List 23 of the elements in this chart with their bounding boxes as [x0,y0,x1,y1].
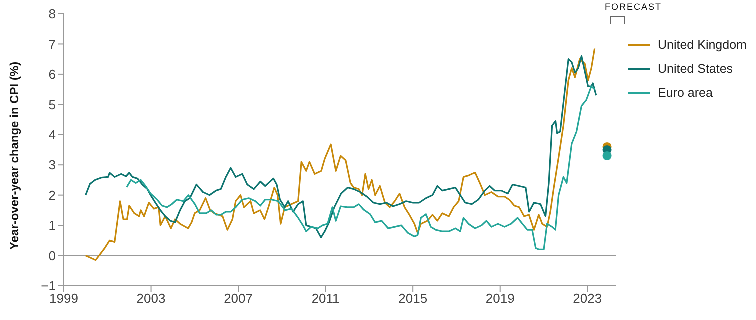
y-tick-label: 2 [48,188,56,203]
x-tick-label: 2003 [136,291,166,306]
y-tick-label: 6 [48,67,56,82]
x-tick-label: 2007 [224,291,254,306]
legend-label: Euro area [658,86,713,100]
x-tick-label: 1999 [50,291,78,306]
y-tick-label: 7 [48,36,56,52]
y-tick-label: 0 [48,248,56,264]
line-series [126,86,596,251]
y-tick-label: 1 [48,218,56,234]
y-tick-label: −1 [41,278,56,294]
x-tick-label: 2011 [312,291,340,306]
legend-label: United Kingdom [658,38,747,52]
legend-label: United States [658,62,734,76]
text: FORECAST [604,2,662,12]
x-tick-label: 2023 [573,291,602,306]
y-tick-label: 5 [48,97,56,112]
y-tick-label: 3 [48,158,56,173]
y-tick-label: 8 [48,6,56,22]
x-tick-label: 2015 [398,291,428,306]
y-axis-title: Year-over-year change in CPI (%) [7,62,22,250]
y-tick-label: 4 [48,128,56,143]
x-tick-label: 2019 [486,291,515,306]
